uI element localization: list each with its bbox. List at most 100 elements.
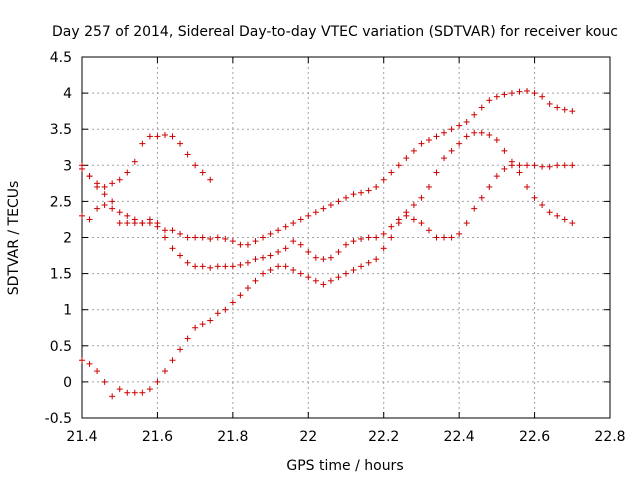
data-point (116, 220, 123, 227)
data-point (79, 162, 85, 169)
data-point (290, 266, 297, 273)
data-point (335, 198, 342, 205)
data-point (267, 230, 274, 237)
data-point (388, 234, 395, 241)
y-tick-label: 0.5 (50, 339, 72, 355)
data-point (199, 234, 206, 241)
data-point (327, 254, 334, 261)
data-point (169, 245, 176, 252)
x-axis-label: GPS time / hours (286, 458, 403, 474)
data-point (237, 241, 244, 248)
data-point (343, 194, 349, 201)
data-point (275, 248, 282, 255)
data-point (320, 256, 327, 263)
data-point (290, 220, 297, 227)
data-point (260, 270, 267, 277)
y-tick-label: 4.5 (50, 50, 72, 66)
data-point (139, 220, 146, 227)
data-point (456, 140, 463, 147)
data-point (94, 368, 101, 375)
data-point (161, 131, 168, 138)
data-point (282, 263, 289, 270)
data-point (365, 259, 372, 266)
data-point (456, 230, 463, 237)
data-point (222, 235, 229, 242)
data-point (109, 205, 116, 212)
x-tick-labels: 21.4 21.6 21.8 22 22.2 22.4 22.6 22.8 (66, 429, 625, 445)
data-point (86, 216, 93, 223)
data-point (456, 122, 463, 129)
data-point (569, 162, 576, 169)
data-point (554, 104, 561, 111)
data-point (425, 137, 432, 144)
y-tick-label: 3 (63, 158, 72, 174)
data-point (184, 259, 191, 266)
data-point (79, 212, 85, 219)
data-point (297, 241, 304, 248)
data-point (109, 393, 116, 400)
data-point (297, 270, 304, 277)
plot-frame (81, 56, 611, 419)
data-point (358, 263, 365, 270)
y-tick-label: 2 (63, 231, 72, 247)
data-point (260, 254, 267, 261)
data-point (531, 90, 538, 97)
data-point (410, 202, 417, 209)
data-point (501, 91, 508, 98)
data-point (343, 270, 349, 277)
x-tick-label: 22.8 (594, 429, 625, 445)
y-tick-label: 4 (63, 86, 72, 102)
data-point (169, 227, 176, 234)
grid-lines (82, 57, 610, 418)
data-point (124, 220, 131, 227)
data-point (531, 194, 538, 201)
data-points (79, 87, 576, 400)
data-point (478, 194, 485, 201)
data-point (124, 169, 131, 176)
y-tick-labels: -0.5 0 0.5 1 1.5 2 2.5 3 3.5 4 4.5 (45, 50, 72, 427)
data-point (177, 140, 184, 147)
data-point (131, 389, 138, 396)
data-point (154, 378, 161, 385)
series-arc-3 (79, 129, 576, 271)
data-point (486, 183, 493, 190)
data-point (161, 227, 168, 234)
data-point (418, 194, 425, 201)
data-point (192, 162, 199, 169)
data-point (508, 162, 515, 169)
data-point (478, 129, 485, 136)
data-point (244, 259, 251, 266)
data-point (448, 147, 455, 154)
data-point (395, 220, 402, 227)
data-point (501, 147, 508, 154)
data-point (350, 238, 357, 245)
data-point (192, 324, 199, 331)
data-point (524, 183, 531, 190)
y-tick-label: 2.5 (50, 194, 72, 210)
data-point (516, 88, 523, 95)
y-tick-label: 0 (63, 375, 72, 391)
data-point (463, 118, 470, 125)
data-point (425, 227, 432, 234)
data-point (493, 137, 500, 144)
data-point (229, 263, 236, 270)
y-tick-label: 3.5 (50, 122, 72, 138)
data-point (101, 378, 108, 385)
data-point (463, 220, 470, 227)
data-point (403, 212, 410, 219)
data-point (312, 254, 319, 261)
data-point (154, 220, 161, 227)
data-point (161, 234, 168, 241)
data-point (214, 234, 221, 241)
data-point (561, 106, 568, 113)
data-point (116, 176, 123, 183)
data-point (463, 133, 470, 140)
data-point (403, 155, 410, 162)
data-point (116, 386, 123, 393)
data-point (380, 230, 387, 237)
data-point (109, 198, 116, 205)
data-point (184, 335, 191, 342)
data-point (539, 93, 546, 100)
data-point (177, 346, 184, 353)
